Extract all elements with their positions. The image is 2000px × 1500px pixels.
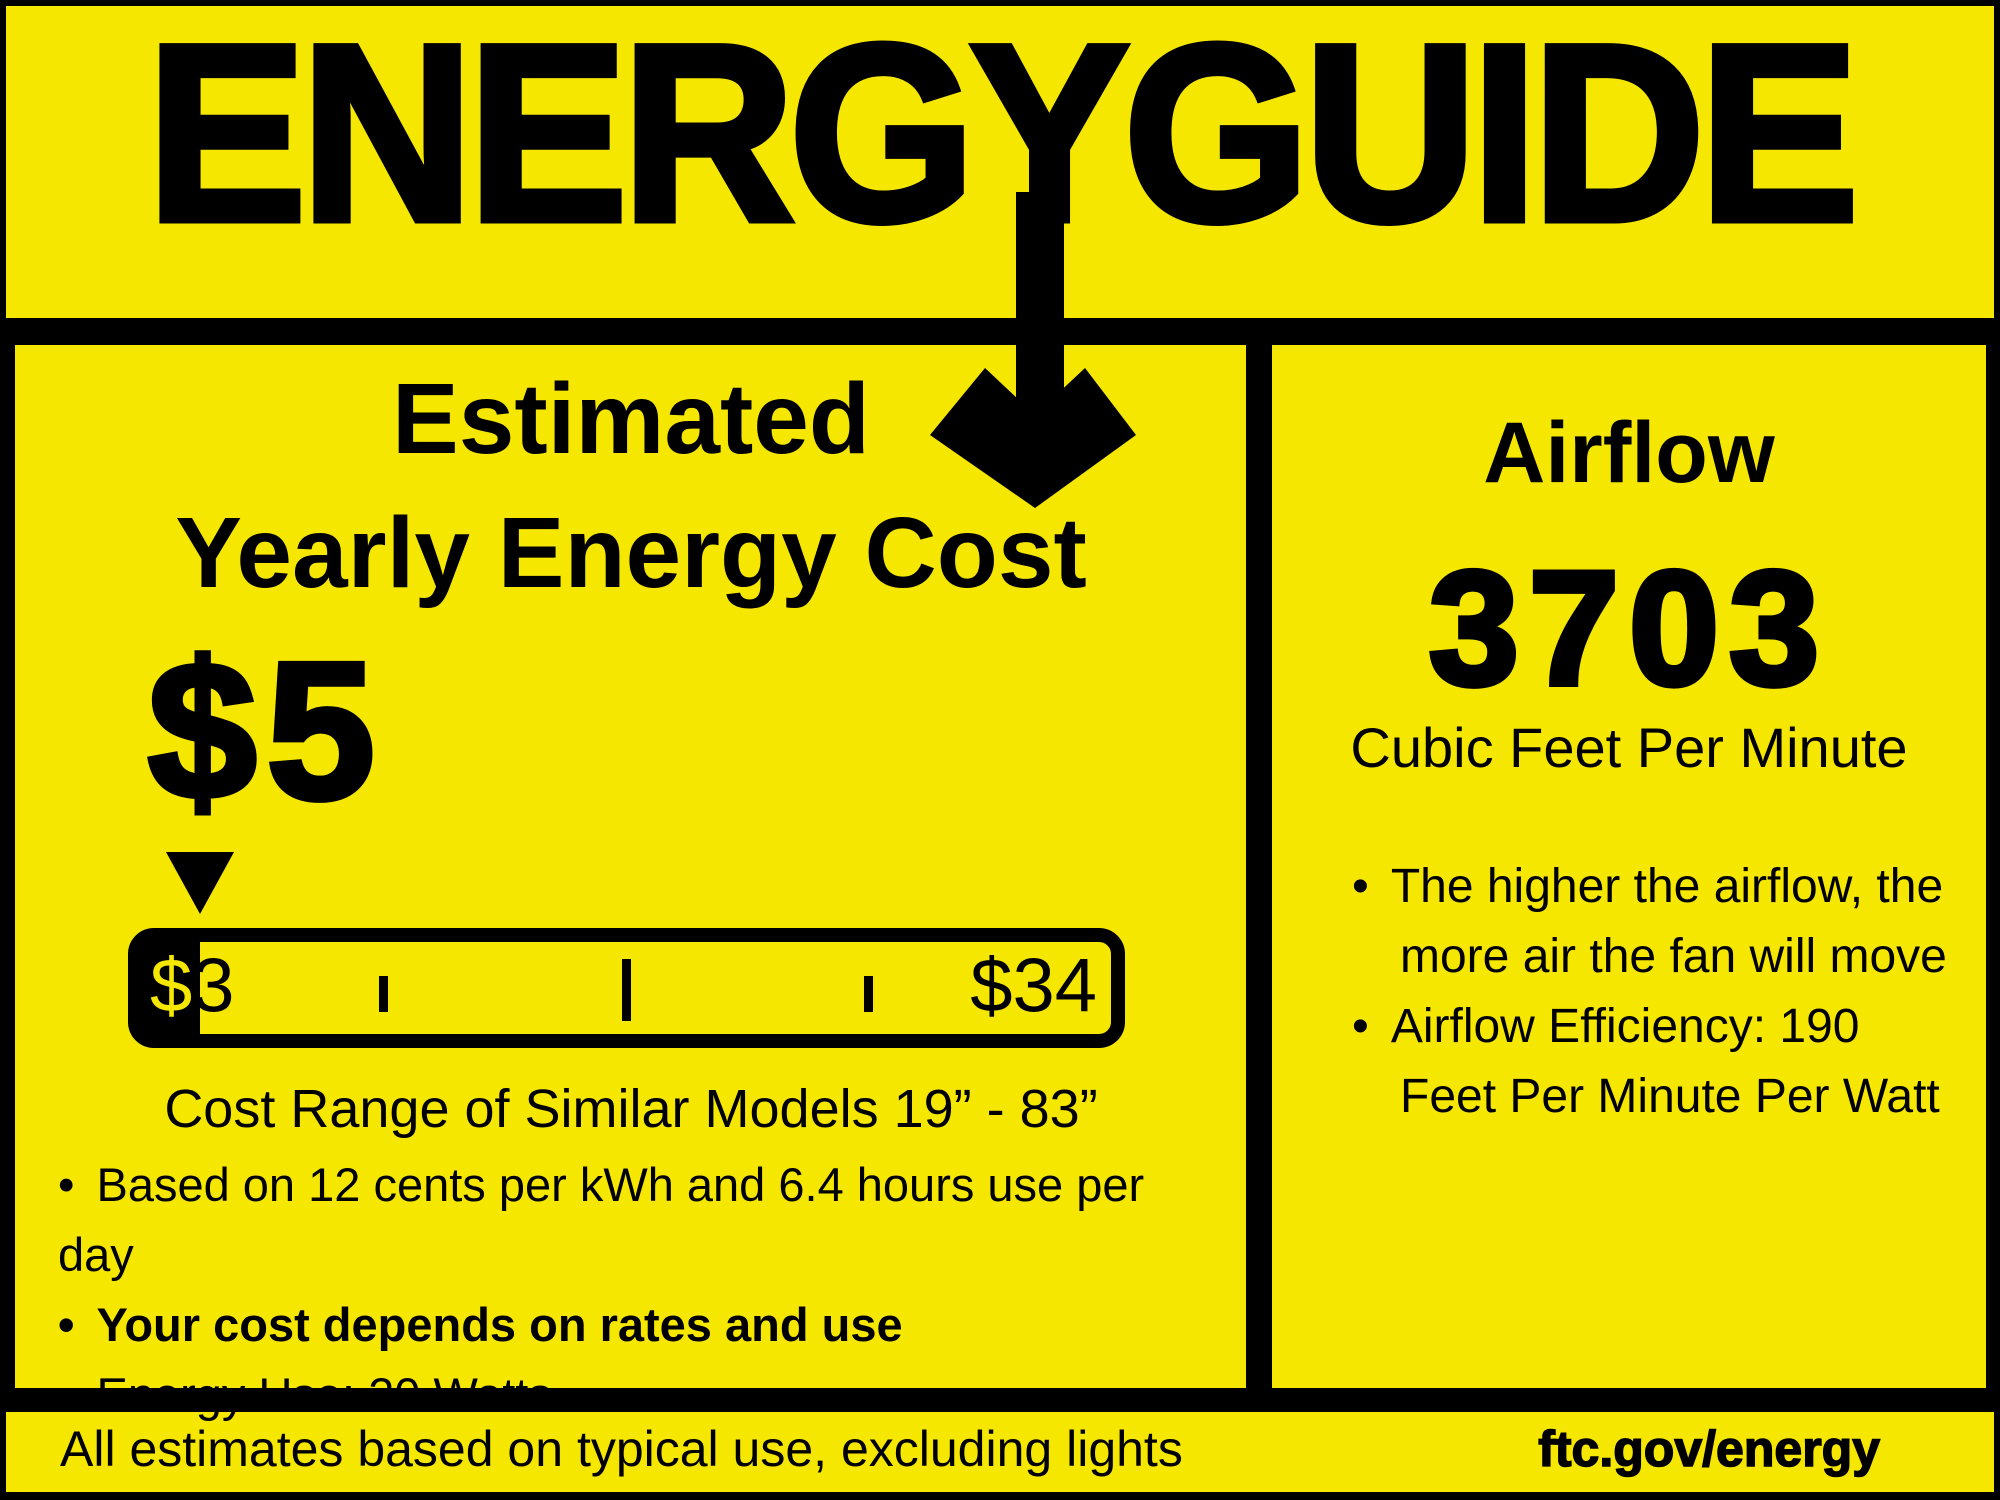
frame-top <box>0 0 2000 6</box>
scale-tick <box>863 976 873 1012</box>
frame-bottom <box>0 1492 2000 1500</box>
down-arrow-icon <box>930 368 1136 508</box>
frame-left <box>0 0 6 1500</box>
airflow-unit: Cubic Feet Per Minute <box>1350 716 1908 779</box>
airflow-value: 3703 <box>1426 538 1830 719</box>
footer-ftc-url: ftc.gov/energy <box>1538 1420 1881 1478</box>
cost-range-caption: Cost Range of Similar Models 19” - 83” <box>164 1079 1098 1139</box>
left-panel-border <box>4 336 15 1398</box>
cost-notes-list: Based on 12 cents per kWh and 6.4 hours … <box>58 1150 1208 1430</box>
footer-disclaimer: All estimates based on typical use, excl… <box>60 1421 1183 1477</box>
airflow-note-higher-line1: The higher the airflow, the <box>1390 860 1944 913</box>
panel-divider <box>1246 340 1272 1390</box>
frame-right <box>1994 0 2000 1500</box>
cost-note-rate-basis: Based on 12 cents per kWh and 6.4 hours … <box>58 1150 1208 1290</box>
cost-note-energy-use: Energy Use: 20 Watts <box>58 1360 1208 1430</box>
scale-tick-middle <box>621 959 631 1021</box>
heading-line-1: Estimated <box>392 363 870 475</box>
heading-line-2: Yearly Energy Cost <box>175 497 1087 609</box>
yearly-cost-value: $5 <box>145 622 385 840</box>
title-rule <box>0 318 2000 345</box>
energyguide-title: ENERGYGUIDE <box>143 0 1862 274</box>
right-panel-border <box>1986 336 1997 1398</box>
scale-min-dollar: $ <box>150 943 193 1029</box>
cost-position-marker <box>142 942 200 1034</box>
airflow-note-higher-line2: more air the fan will move <box>1400 930 1947 983</box>
airflow-heading: Airflow <box>1483 405 1775 501</box>
cost-range-scale: $3 $34 <box>128 928 1125 1048</box>
airflow-note-higher: The higher the airflow, the more air the … <box>1352 852 1962 992</box>
cost-note-depends: Your cost depends on rates and use <box>58 1290 1208 1360</box>
scale-tick <box>379 976 389 1012</box>
estimated-yearly-energy-cost-heading: Estimated Yearly Energy Cost <box>15 352 1247 620</box>
scale-min-number: 3 <box>192 943 235 1029</box>
scale-min-label: $3 <box>150 948 235 1024</box>
cost-pointer-triangle-icon <box>166 852 234 914</box>
scale-max-label: $34 <box>970 943 1097 1029</box>
airflow-note-efficiency-line2: Feet Per Minute Per Watt <box>1400 1070 1940 1123</box>
airflow-note-efficiency-line1: Airflow Efficiency: 190 <box>1390 1000 1860 1053</box>
airflow-note-efficiency: Airflow Efficiency: 190 Feet Per Minute P… <box>1352 992 1962 1132</box>
airflow-notes-list: The higher the airflow, the more air the … <box>1352 852 1962 1132</box>
